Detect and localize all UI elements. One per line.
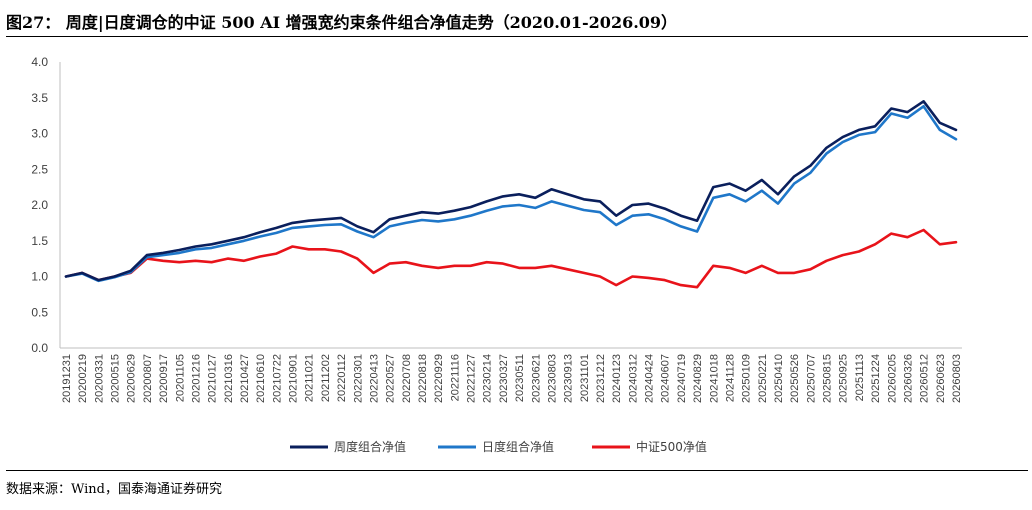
x-tick-label: 20250707 [805,354,817,403]
x-tick-label: 20230913 [563,354,575,403]
x-tick-label: 20200515 [110,354,122,403]
line-chart: 0.0 0.5 1.0 1.5 2.0 2.5 3.0 3.5 4.0 20191231 2020… [31,55,963,454]
x-tick-label: 20251224 [870,354,882,403]
y-tick-label: 3.5 [31,91,48,105]
x-tick-label: 20210901 [288,354,300,403]
x-tick-label: 20240424 [644,354,656,403]
x-tick-label: 20250410 [773,354,785,403]
series-line-0 [64,100,958,282]
x-tick-label: 20210127 [207,354,219,403]
x-tick-label: 20200331 [93,354,105,403]
x-tick-label: 20211202 [320,354,332,402]
x-tick-label: 20220708 [401,354,413,403]
legend-label-2: 中证500净值 [636,439,707,454]
x-tick-label: 20250815 [822,354,834,403]
x-tick-label: 20260803 [951,354,963,403]
x-tick-label: 20210316 [223,354,235,403]
x-tick-label: 20220929 [433,354,445,403]
x-tick-label: 20191231 [61,354,73,403]
x-tick-label: 20250109 [741,354,753,403]
x-tick-label: 20231101 [579,354,591,402]
y-axis: 0.0 0.5 1.0 1.5 2.0 2.5 3.0 3.5 4.0 [31,55,61,355]
x-tick-label: 20211021 [304,354,316,402]
x-tick-label: 20221227 [466,354,478,403]
x-tick-label: 20230621 [530,354,542,403]
x-axis: 20191231 20200219 20200331 20200515 20200629… [60,347,963,403]
x-tick-label: 20201105 [174,354,186,402]
x-tick-label: 20200807 [142,354,154,403]
legend-label-1: 日度组合净值 [482,439,554,454]
x-tick-label: 20220818 [417,354,429,403]
y-tick-label: 2.5 [31,162,48,176]
x-tick-label: 20260205 [886,354,898,403]
x-tick-label: 20250526 [789,354,801,403]
y-tick-label: 0.0 [31,341,48,355]
x-tick-label: 20260326 [902,354,914,403]
y-tick-label: 1.5 [31,234,48,248]
x-tick-label: 20231212 [595,354,607,403]
y-tick-label: 3.0 [31,127,48,141]
title-rule [6,36,1028,37]
source-rule [6,470,1028,471]
x-tick-label: 20260512 [919,354,931,403]
figure-title: 图27： 周度|日度调仓的中证 500 AI 增强宽约束条件组合净值走势（202… [6,13,678,32]
x-tick-label: 20230214 [482,354,494,403]
y-tick-label: 1.0 [31,270,48,284]
x-tick-label: 20260623 [935,354,947,403]
x-tick-label: 20210610 [255,354,267,403]
x-tick-label: 20210427 [239,354,251,403]
x-tick-label: 20251113 [854,354,866,401]
x-tick-label: 20241128 [724,354,736,402]
x-tick-label: 20220112 [336,354,348,402]
x-tick-label: 20200917 [158,354,170,403]
x-tick-label: 20241018 [708,354,720,403]
data-source-note: 数据来源：Wind，国泰海通证券研究 [6,482,222,497]
x-tick-label: 20240312 [627,354,639,403]
y-tick-label: 0.5 [31,305,48,319]
x-tick-label: 20210722 [271,354,283,403]
x-tick-label: 20200219 [77,354,89,403]
x-tick-label: 20221116 [449,354,461,401]
x-tick-label: 20240719 [676,354,688,403]
series-line-2 [64,228,958,289]
x-tick-label: 20201216 [190,354,202,403]
y-tick-label: 4.0 [31,55,48,69]
x-tick-label: 20240829 [692,354,704,403]
x-tick-label: 20230327 [498,354,510,403]
x-tick-label: 20220527 [385,354,397,403]
legend-label-0: 周度组合净值 [334,439,406,454]
x-tick-label: 20200629 [126,354,138,403]
x-tick-label: 20230803 [546,354,558,403]
x-tick-label: 20220413 [368,354,380,403]
legend: 周度组合净值 日度组合净值 中证500净值 [290,439,707,454]
x-tick-label: 20240123 [611,354,623,403]
x-tick-label: 20250221 [757,354,769,403]
x-tick-label: 20220301 [352,354,364,403]
y-tick-label: 2.0 [31,198,48,212]
x-tick-label: 20230511 [514,354,526,402]
series-layer [64,100,958,289]
series-line-1 [64,105,958,283]
x-tick-label: 20240607 [660,354,672,403]
x-tick-label: 20250925 [838,354,850,403]
